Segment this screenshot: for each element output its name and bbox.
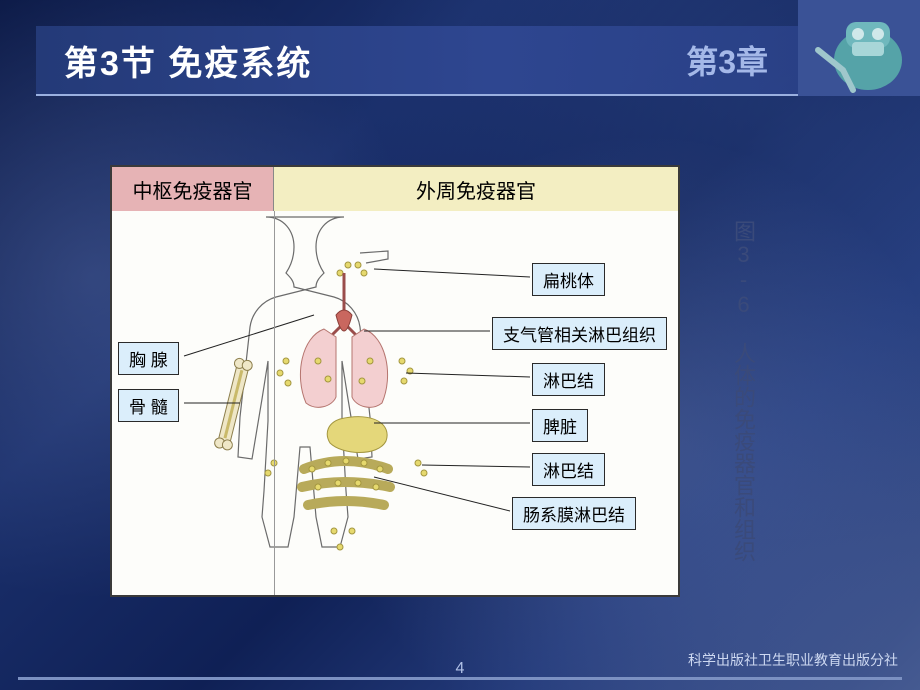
surgeon-icon [798,0,920,96]
slide: 第3节 免疫系统 第3章 中枢免疫器官 外周免疫器官 [0,0,920,690]
panel-left-title: 中枢免疫器官 [133,175,253,204]
panel-right-title: 外周免疫器官 [416,175,536,204]
corner-photo [798,0,920,96]
label-bone-marrow: 骨 髓 [118,389,179,422]
panel-header-right: 外周免疫器官 [274,167,678,211]
chapter-title: 第3章 [686,37,768,83]
figure-caption-vertical: 图3-6 人体的免疫器官和组织 [730,220,756,562]
label-spleen: 脾脏 [532,409,588,442]
label-tonsil: 扁桃体 [532,263,605,296]
panel-header-left: 中枢免疫器官 [112,167,274,211]
label-lymph-node-1: 淋巴结 [532,363,605,396]
label-mesenteric: 肠系膜淋巴结 [512,497,636,530]
tonsil-dots [337,262,367,276]
label-lymph-node-2: 淋巴结 [532,453,605,486]
diagram-inner: 中枢免疫器官 外周免疫器官 [112,167,678,595]
panel-body: 胸 腺 骨 髓 扁桃体 支气管相关淋巴组织 淋巴结 脾脏 淋巴结 肠系膜淋巴结 [112,211,678,595]
label-thymus: 胸 腺 [118,342,179,375]
publisher-text: 科学出版社卫生职业教育出版分社 [688,650,898,670]
panel-divider [274,211,275,595]
section-title: 第3节 免疫系统 [64,36,312,85]
label-balt: 支气管相关淋巴组织 [492,317,667,350]
title-bar: 第3节 免疫系统 第3章 [36,26,798,96]
diagram-frame: 中枢免疫器官 外周免疫器官 [110,165,680,597]
